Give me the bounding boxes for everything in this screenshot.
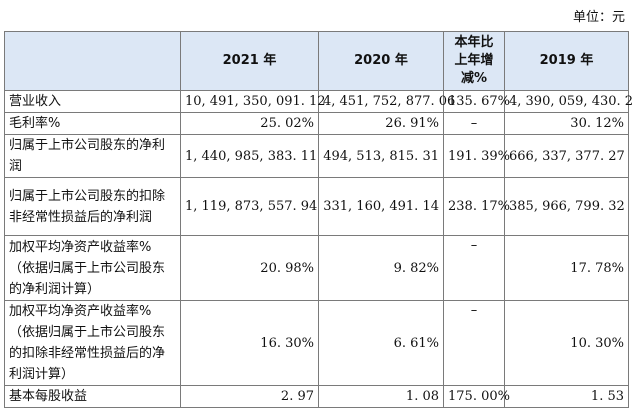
header-2021: 2021 年 [180, 31, 319, 91]
value-2019: 4, 390, 059, 430. 22 [504, 90, 633, 113]
table-row: 加权平均净资产收益率%（依据归属于上市公司股东的扣除非经常性损益后的净利润计算）… [4, 300, 629, 386]
value-change: 191. 39% [443, 134, 510, 178]
table-row: 基本每股收益 2. 97 1. 08 175. 00% 1. 53 [4, 385, 629, 408]
table-row: 毛利率% 25. 02% 26. 91% – 30. 12% [4, 112, 629, 135]
value-2021: 16. 30% [180, 300, 319, 386]
row-label: 归属于上市公司股东的扣除非经常性损益后的净利润 [4, 177, 181, 236]
row-label: 加权平均净资产收益率%（依据归属于上市公司股东的净利润计算） [4, 235, 181, 301]
value-2020: 331, 160, 491. 14 [318, 177, 444, 236]
value-2021: 1, 119, 873, 557. 94 [180, 177, 319, 236]
value-2020: 26. 91% [318, 112, 444, 135]
header-change-line2: 上年增 [454, 53, 494, 68]
value-2021: 10, 491, 350, 091. 12 [180, 90, 326, 113]
table-row: 营业收入 10, 491, 350, 091. 12 4, 451, 752, … [4, 90, 633, 113]
value-2019: 17. 78% [504, 235, 629, 301]
value-change: – [443, 235, 505, 301]
header-label [4, 31, 181, 91]
table-row: 归属于上市公司股东的净利润 1, 440, 985, 383. 11 494, … [4, 134, 629, 178]
header-2019: 2019 年 [504, 31, 629, 91]
value-2020: 6. 61% [318, 300, 444, 386]
value-2021: 25. 02% [180, 112, 319, 135]
row-label: 加权平均净资产收益率%（依据归属于上市公司股东的扣除非经常性损益后的净利润计算） [4, 300, 181, 386]
financial-table: 2021 年 2020 年 本年比 上年增 减% 2019 年 营业收入 10,… [4, 31, 633, 408]
value-2021: 2. 97 [180, 385, 319, 408]
value-2020: 9. 82% [318, 235, 444, 301]
header-change-line3: 减% [460, 71, 488, 86]
value-change: – [443, 112, 505, 135]
row-label: 归属于上市公司股东的净利润 [4, 134, 181, 178]
value-2020: 494, 513, 815. 31 [318, 134, 444, 178]
value-2019: 666, 337, 377. 27 [504, 134, 629, 178]
value-2019: 10. 30% [504, 300, 629, 386]
value-2019: 1. 53 [504, 385, 629, 408]
value-2021: 20. 98% [180, 235, 319, 301]
table-row: 加权平均净资产收益率%（依据归属于上市公司股东的净利润计算） 20. 98% 9… [4, 235, 629, 301]
header-row: 2021 年 2020 年 本年比 上年增 减% 2019 年 [4, 31, 629, 91]
header-change-line1: 本年比 [454, 35, 494, 50]
table-row: 归属于上市公司股东的扣除非经常性损益后的净利润 1, 119, 873, 557… [4, 177, 629, 236]
value-2021: 1, 440, 985, 383. 11 [180, 134, 319, 178]
value-change: 175. 00% [443, 385, 510, 408]
value-2020: 1. 08 [318, 385, 444, 408]
unit-label: 单位：元 [572, 10, 625, 25]
header-2020: 2020 年 [318, 31, 444, 91]
row-label: 基本每股收益 [4, 385, 181, 408]
value-2019: 385, 966, 799. 32 [504, 177, 629, 236]
value-change: 135. 67% [443, 90, 510, 113]
header-change: 本年比 上年增 减% [443, 31, 505, 91]
row-label: 毛利率% [4, 112, 181, 135]
value-2019: 30. 12% [504, 112, 629, 135]
value-change: 238. 17% [443, 177, 510, 236]
row-label: 营业收入 [4, 90, 181, 113]
value-change: – [443, 300, 505, 386]
value-2020: 4, 451, 752, 877. 06 [318, 90, 455, 113]
